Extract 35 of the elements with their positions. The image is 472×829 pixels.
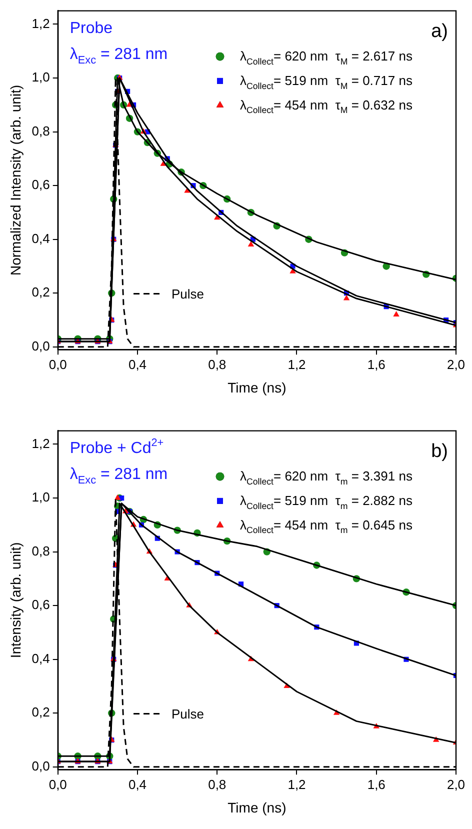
y-tick-label: 0,0	[32, 758, 50, 774]
legend-label: Pulse	[172, 286, 204, 302]
annotation: b)	[431, 440, 448, 462]
x-tick-label: 0,0	[48, 776, 67, 792]
x-tick-label: 0,4	[128, 356, 147, 372]
x-tick-label: 0,0	[48, 356, 67, 372]
y-axis-title: Normalized Intensity (arb. unit)	[7, 84, 24, 276]
x-tick-label: 2,0	[446, 776, 466, 792]
y-tick-label: 0,6	[32, 177, 50, 192]
x-tick-label: 2,0	[446, 356, 466, 372]
x-axis-title: Time (ns)	[228, 799, 286, 816]
y-tick-label: 1,2	[32, 16, 50, 31]
y-tick-label: 0,6	[32, 597, 50, 612]
y-tick-label: 0,2	[32, 284, 50, 300]
x-tick-label: 0,8	[208, 356, 226, 372]
x-tick-label: 1,6	[367, 356, 386, 372]
y-axis-title: Intensity (arb. unit)	[7, 542, 24, 658]
x-tick-label: 1,6	[367, 776, 386, 792]
legend-label: Pulse	[172, 706, 204, 722]
y-tick-label: 0,8	[32, 543, 50, 558]
x-tick-label: 1,2	[288, 356, 306, 372]
y-tick-label: 1,0	[32, 70, 50, 85]
y-tick-label: 0,4	[32, 230, 50, 246]
annotation: Probe	[70, 20, 113, 37]
y-tick-label: 0,8	[32, 123, 50, 138]
x-tick-label: 0,8	[208, 776, 226, 792]
y-tick-label: 0,0	[32, 338, 50, 354]
x-tick-label: 1,2	[288, 776, 306, 792]
x-axis-title: Time (ns)	[228, 379, 286, 396]
y-tick-label: 1,2	[32, 436, 50, 451]
y-tick-label: 0,2	[32, 704, 50, 720]
y-tick-label: 1,0	[32, 490, 50, 505]
annotation: a)	[431, 20, 448, 42]
x-tick-label: 0,4	[128, 776, 147, 792]
y-tick-label: 0,4	[32, 650, 50, 666]
